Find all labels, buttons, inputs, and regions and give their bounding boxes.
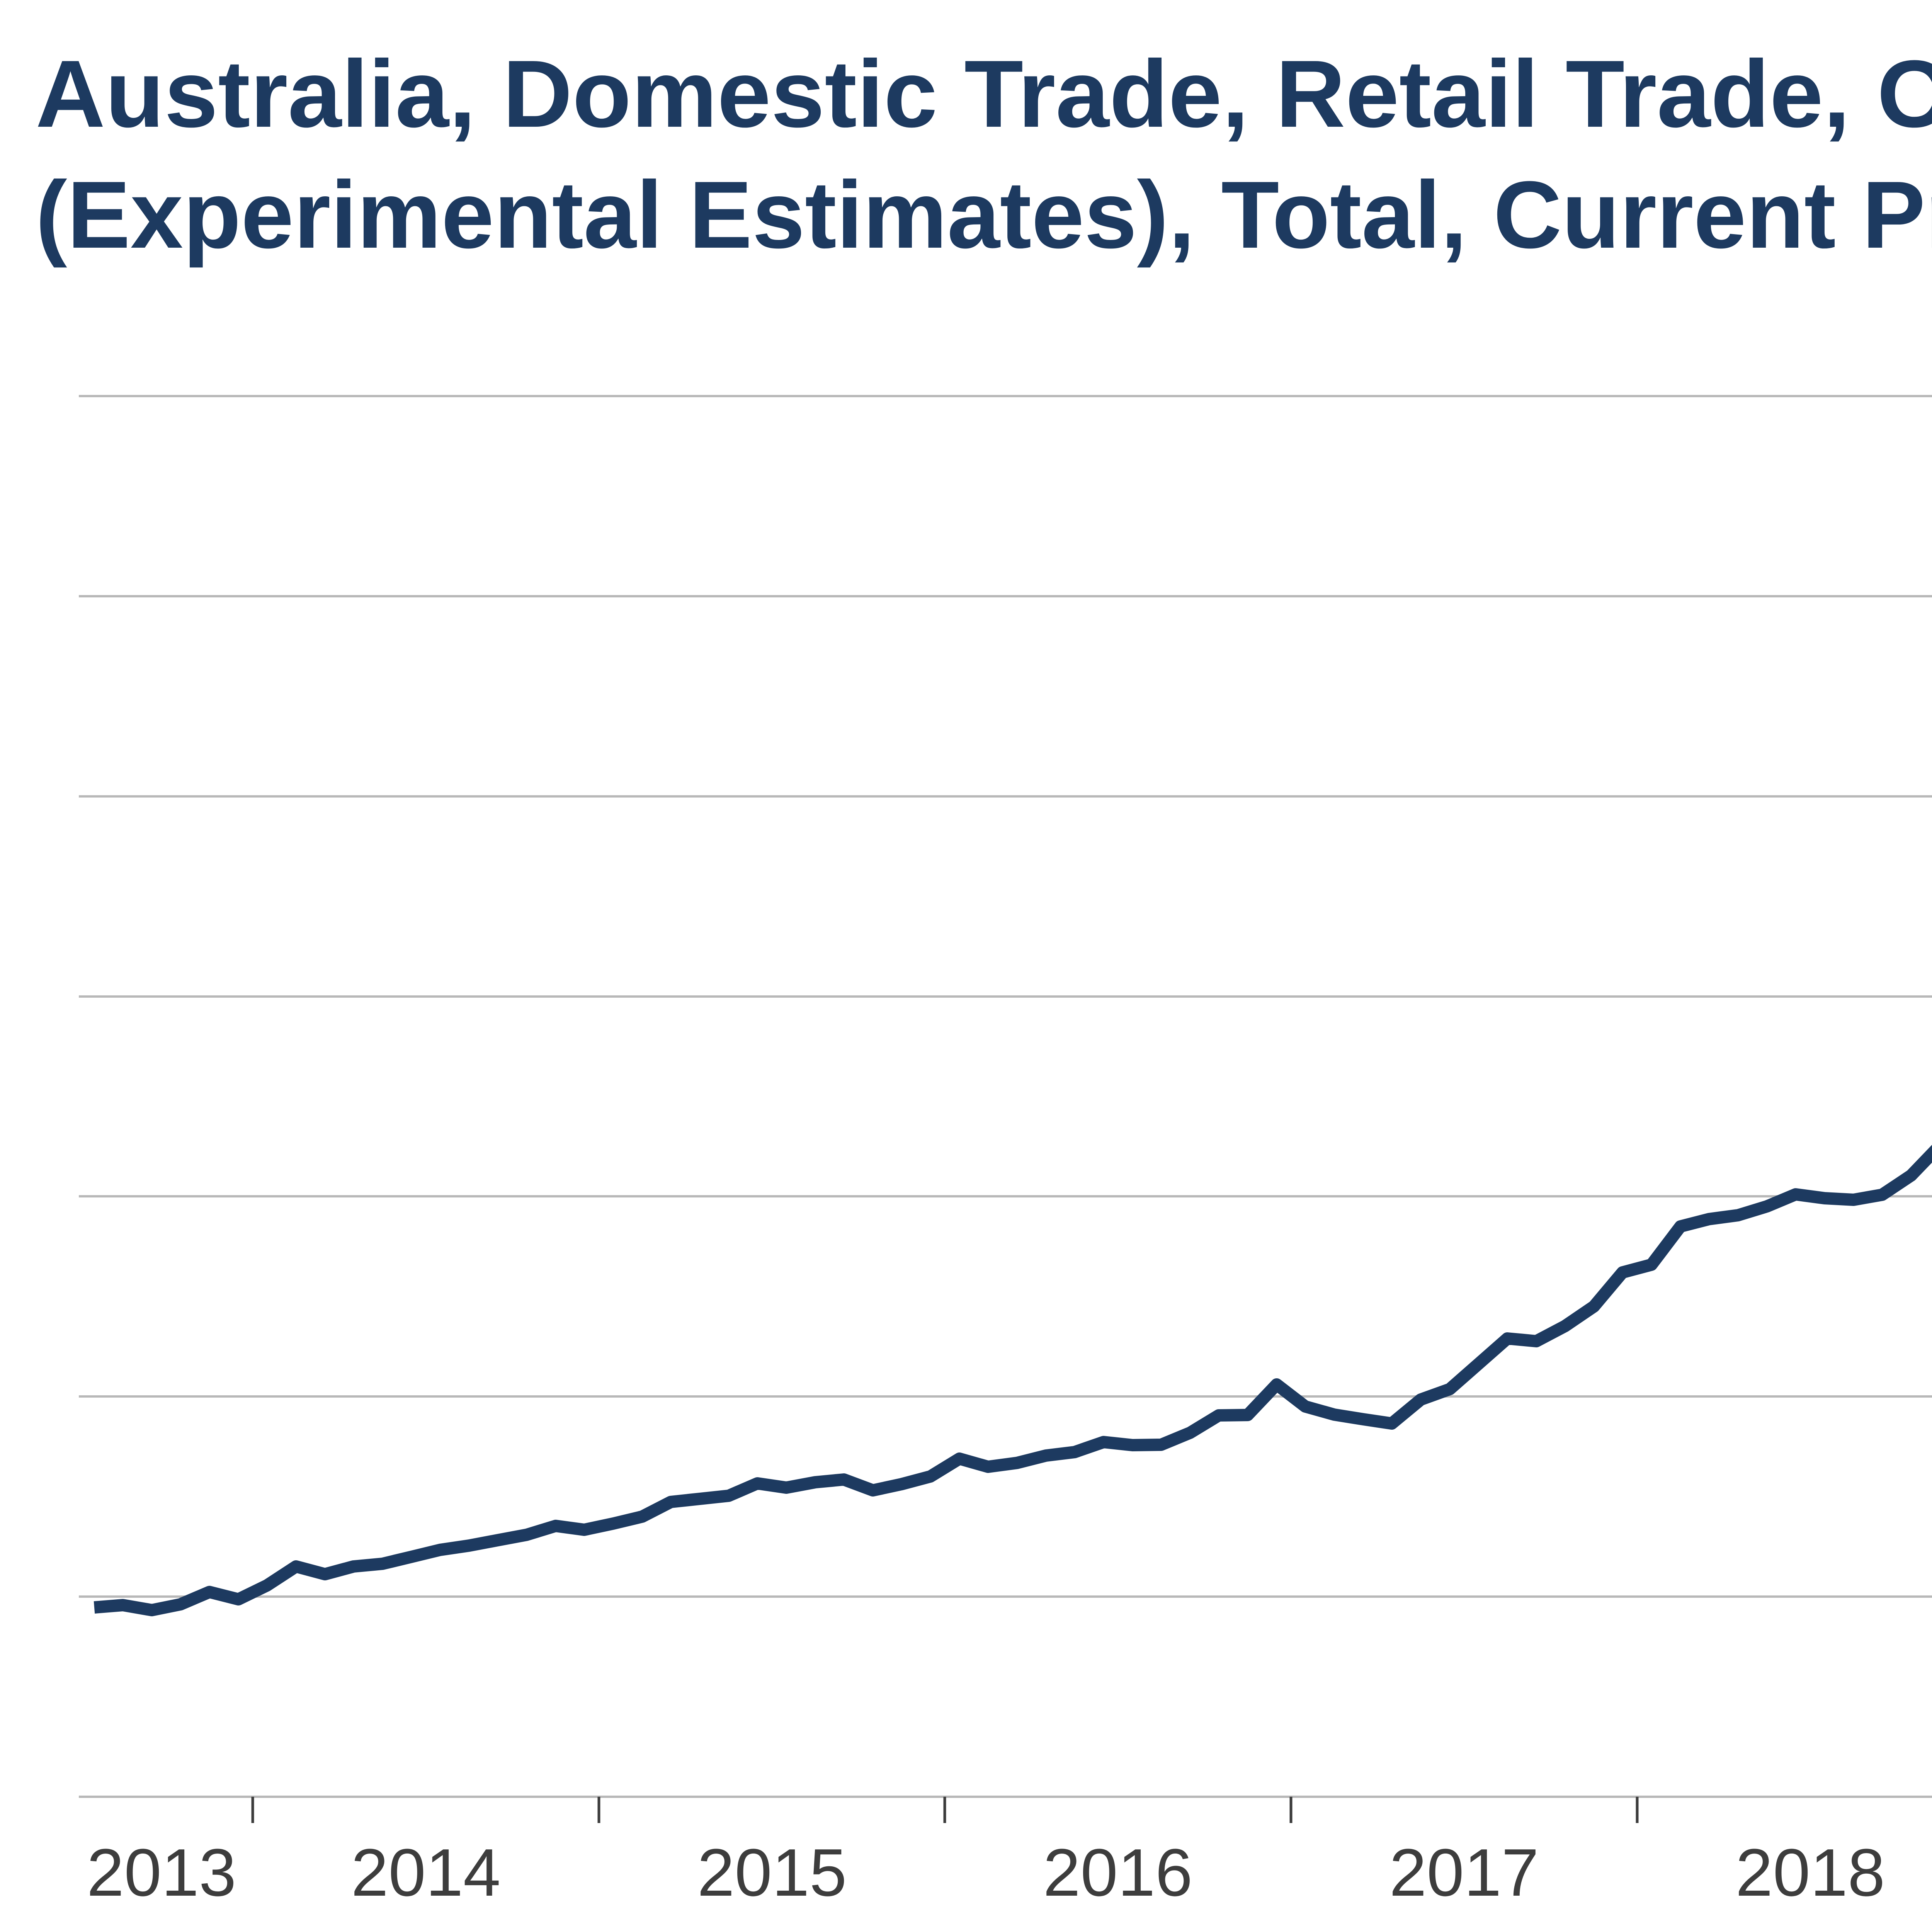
svg-text:2016: 2016 bbox=[1043, 1835, 1192, 1910]
svg-text:Australia, Domestic Trade, Ret: Australia, Domestic Trade, Retail Trade,… bbox=[36, 41, 1932, 147]
svg-text:2018: 2018 bbox=[1735, 1835, 1885, 1910]
svg-text:2014: 2014 bbox=[351, 1835, 500, 1910]
svg-text:2017: 2017 bbox=[1389, 1835, 1539, 1910]
svg-text:2013: 2013 bbox=[87, 1835, 236, 1910]
svg-text:2015: 2015 bbox=[697, 1835, 847, 1910]
svg-text:(Experimental Estimates), Tota: (Experimental Estimates), Total, Current… bbox=[36, 162, 1932, 268]
